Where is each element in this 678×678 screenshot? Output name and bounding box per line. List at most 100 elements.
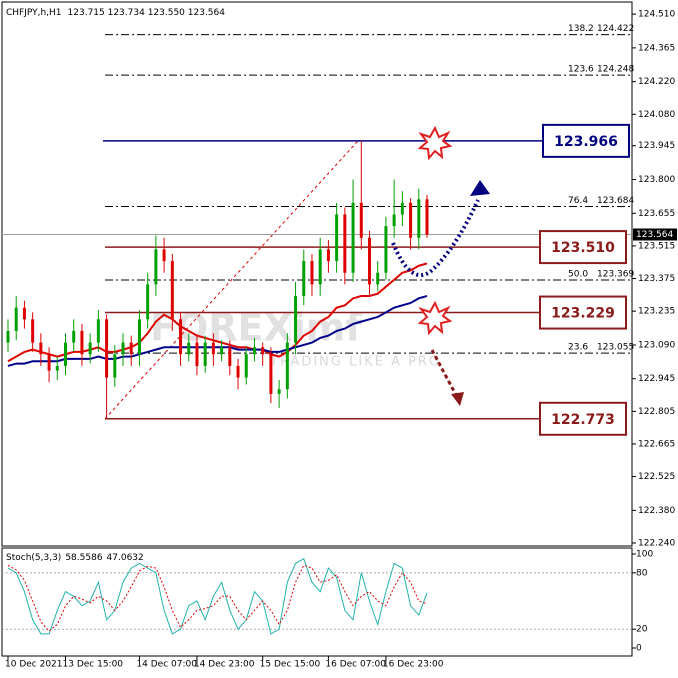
y-tick-label: 123.090 (638, 340, 675, 350)
y-tick-label: 100 (636, 550, 653, 560)
burst (417, 125, 453, 161)
fib-price: 123.684 (597, 196, 634, 206)
fib-price: 124.422 (597, 24, 634, 34)
x-tick-label: 14 Dec 23:00 (194, 660, 255, 670)
candle-body (310, 261, 314, 285)
candle-body (285, 342, 289, 390)
candle-body (326, 249, 330, 262)
y-tick-label: 123.655 (638, 209, 675, 219)
candle-body (252, 347, 256, 355)
moving-average (7, 262, 428, 363)
moving-average (7, 295, 428, 367)
candle-body (88, 342, 92, 355)
candle-body (137, 319, 141, 355)
candle-body (113, 354, 117, 378)
candle-body (55, 365, 59, 371)
candle-body (39, 342, 43, 355)
stoch-main: 58.5586 (65, 553, 102, 563)
x-tick-label: 10 Dec 2021 (5, 660, 63, 670)
level-label: 123.510 (551, 240, 615, 256)
candle-body (409, 202, 413, 238)
fib-price: 123.055 (597, 343, 634, 353)
y-tick-label: 122.525 (638, 472, 675, 482)
bearish-arrow (430, 349, 458, 396)
candle-body (170, 261, 174, 320)
stoch-title: Stoch(5,3,3) (6, 553, 61, 563)
candle-body (269, 354, 273, 394)
y-tick-label: 122.665 (638, 439, 675, 449)
candle-body (335, 214, 339, 262)
candle-body (236, 365, 240, 378)
y-tick-label: 122.380 (638, 506, 675, 516)
candle-body (277, 389, 281, 394)
candle-body (359, 202, 363, 238)
price-tag (633, 228, 677, 241)
x-tick-label: 16 Dec 07:00 (325, 660, 386, 670)
x-tick-label: 13 Dec 15:00 (63, 660, 124, 670)
candle-body (121, 342, 125, 355)
candle-body (343, 214, 347, 273)
candle-body (129, 342, 133, 355)
candle-body (244, 354, 248, 378)
candle-body (417, 199, 421, 238)
level-label: 122.773 (551, 412, 615, 428)
candle-body (179, 319, 183, 355)
fib-diagonal (104, 140, 359, 420)
fib-price: 123.369 (597, 269, 634, 279)
candle-body (14, 307, 18, 331)
level-box (542, 123, 630, 158)
x-tick-label: 14 Dec 07:00 (136, 660, 197, 670)
y-tick-label: 122.945 (638, 374, 675, 384)
candle-body (228, 347, 232, 366)
y-tick-label: 20 (636, 625, 648, 635)
stoch-line (7, 557, 428, 635)
candle-body (64, 342, 68, 366)
arrowhead (470, 180, 490, 196)
stoch-line (7, 564, 428, 632)
candle-body (211, 342, 215, 355)
stoch-signal: 47.0632 (107, 553, 144, 563)
candle-body (384, 226, 388, 273)
y-tick-label: 123.515 (638, 241, 675, 251)
fib-ratio: 76.4 (568, 196, 588, 206)
level-label: 123.966 (554, 134, 618, 150)
arrowhead (451, 392, 464, 406)
candle-body (203, 342, 207, 366)
candle-body (400, 202, 404, 215)
y-tick-label: 123.800 (638, 175, 675, 185)
candle-body (47, 354, 51, 371)
fib-ratio: 23.6 (568, 343, 588, 353)
level-box (539, 230, 627, 265)
candle-body (105, 319, 109, 378)
main-panel (1, 1, 633, 547)
y-tick-label: 0 (636, 644, 642, 654)
candle-body (80, 330, 84, 355)
candle-body (392, 214, 396, 227)
y-tick-label: 123.375 (638, 274, 675, 284)
ohlc: 123.715 123.734 123.550 123.564 (68, 8, 226, 18)
y-tick-label: 124.510 (638, 10, 675, 20)
candle-body (187, 342, 191, 355)
stoch-panel (1, 547, 633, 657)
candle-body (154, 249, 158, 285)
x-tick-label: 16 Dec 23:00 (383, 660, 444, 670)
level-box (539, 401, 627, 436)
level-box (539, 295, 627, 330)
fib-price: 124.248 (597, 65, 634, 75)
y-tick-label: 123.945 (638, 141, 675, 151)
candle-body (146, 284, 150, 320)
candle-body (22, 307, 26, 320)
candle-body (367, 237, 371, 285)
candle-body (72, 330, 76, 343)
fib-ratio: 50.0 (568, 269, 588, 279)
fib-ratio: 123.6 (568, 65, 594, 75)
y-tick-label: 122.240 (638, 538, 675, 548)
y-tick-label: 80 (636, 568, 648, 578)
candle-body (318, 249, 322, 285)
candle-body (96, 319, 100, 343)
candle-body (220, 347, 224, 355)
candle-body (425, 199, 429, 235)
candle-body (351, 202, 355, 273)
